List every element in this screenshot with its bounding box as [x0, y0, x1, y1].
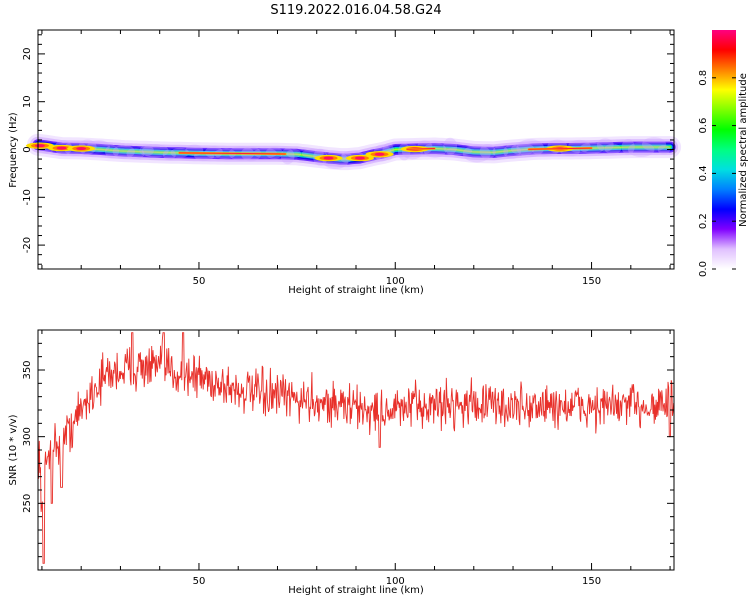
ridge-fuzz: [280, 148, 295, 165]
ridge-fuzz: [510, 143, 535, 156]
snr-xlabel: Height of straight line (km): [288, 585, 424, 596]
snr-ylabel: SNR (10 * v/v): [8, 414, 19, 485]
ridge-fuzz: [479, 143, 496, 160]
ridge-fuzz: [641, 137, 667, 152]
spectrogram-ylabel: Frequency (Hz): [8, 112, 19, 188]
ridge-fuzz: [286, 149, 302, 159]
ridge-fuzz: [503, 144, 521, 159]
y-tick-label: 0: [22, 146, 33, 152]
ridge-fuzz: [105, 145, 119, 159]
spectrogram-ticks: 50 100 150 -20 -10 0 10 20: [22, 30, 674, 287]
peak-core: [323, 156, 334, 160]
peak-core: [34, 144, 45, 148]
ridge-fuzz: [627, 142, 655, 158]
ridge-fuzz: [657, 144, 671, 155]
spectrogram-xlabel: Height of straight line (km): [288, 285, 424, 296]
y-tick-label: -10: [22, 189, 33, 205]
spectrogram-panel: 50 100 150 -20 -10 0 10 20 Height of straight l…: [8, 29, 682, 296]
x-tick-label: 150: [582, 276, 601, 287]
ridge-fuzz: [604, 143, 622, 155]
colorbar-tick-label: 0.6: [698, 118, 709, 134]
ridge-fuzz: [423, 142, 447, 158]
figure-title: S119.2022.016.04.58.G24: [270, 3, 441, 18]
ridge-fuzz: [492, 145, 509, 158]
y-tick-label: 300: [22, 427, 33, 446]
colorbar-tick-label: 0.0: [698, 261, 709, 277]
ridge-fuzz: [162, 149, 176, 161]
peak-core: [76, 147, 87, 151]
hot-segment-core: [406, 148, 436, 150]
ridge-fuzz: [139, 145, 154, 157]
colorbar-label: Normalized spectral amplitude: [738, 73, 749, 227]
snr-plot-area: [38, 332, 674, 564]
y-tick-label: 350: [22, 360, 33, 379]
peak-core: [56, 146, 67, 150]
ridge-fuzz: [621, 139, 635, 155]
snr-series-line: [38, 332, 674, 564]
x-tick-label: 100: [386, 576, 405, 587]
y-tick-label: 250: [22, 494, 33, 513]
snr-panel: 50 100 150 250 300 350 Height of straight lin…: [8, 329, 675, 596]
colorbar-tick-label: 0.4: [698, 165, 709, 181]
ridge-fuzz: [596, 138, 614, 152]
x-tick-label: 50: [193, 276, 206, 287]
hot-segment-core: [178, 152, 286, 155]
peak-core: [374, 152, 385, 156]
ridge-fuzz: [462, 144, 491, 163]
ridge-fuzz: [126, 147, 145, 160]
ridge-fuzz: [445, 146, 473, 156]
snr-ticks: 50 100 150 250 300 350: [22, 330, 674, 587]
y-tick-label: 20: [22, 48, 33, 61]
spectrogram-heatmap: [25, 133, 682, 171]
x-tick-label: 50: [193, 576, 206, 587]
y-tick-label: 10: [22, 95, 33, 108]
hot-segment-core: [528, 147, 593, 150]
y-tick-label: -20: [22, 237, 33, 253]
x-tick-label: 100: [386, 276, 405, 287]
colorbar-ticks: 0.0 0.2 0.4 0.6 0.8: [698, 70, 736, 277]
ridge-fuzz: [568, 139, 591, 154]
colorbar-tick-label: 0.2: [698, 213, 709, 229]
colorbar-tick-label: 0.8: [698, 70, 709, 86]
ridge-fuzz: [443, 137, 458, 155]
x-tick-label: 150: [582, 576, 601, 587]
ridge-fuzz: [112, 144, 135, 159]
peak-core: [354, 156, 365, 160]
ridge-fuzz: [141, 144, 169, 158]
colorbar: 0.0 0.2 0.4 0.6 0.8 Normalized spectral ampl…: [698, 30, 749, 277]
colorbar-scale: [712, 30, 736, 269]
